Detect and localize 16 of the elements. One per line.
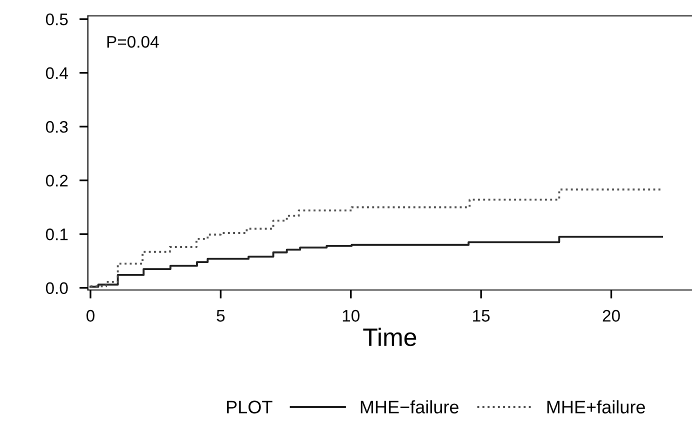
x-tick-label: 15 xyxy=(473,310,490,322)
annotation: P=0.04 xyxy=(107,36,159,48)
x-tick-label: 20 xyxy=(602,310,620,322)
x-axis-title: Time xyxy=(363,328,416,346)
legend-label: MHE+failure xyxy=(547,400,645,414)
y-tick-label: 0.3 xyxy=(46,121,68,133)
y-tick-label: 0.2 xyxy=(46,174,68,187)
y-tick-label: 0.5 xyxy=(46,14,68,26)
y-tick-label: 0.0 xyxy=(46,282,68,294)
y-tick-label: 0.4 xyxy=(46,67,68,80)
x-tick-label: 0 xyxy=(86,310,94,322)
x-tick-label: 10 xyxy=(342,310,360,322)
legend-title: PLOT xyxy=(227,400,272,414)
x-tick-label: 5 xyxy=(216,310,225,322)
y-tick-label: 0.1 xyxy=(46,228,68,240)
legend-label: MHE−failure xyxy=(360,400,458,414)
